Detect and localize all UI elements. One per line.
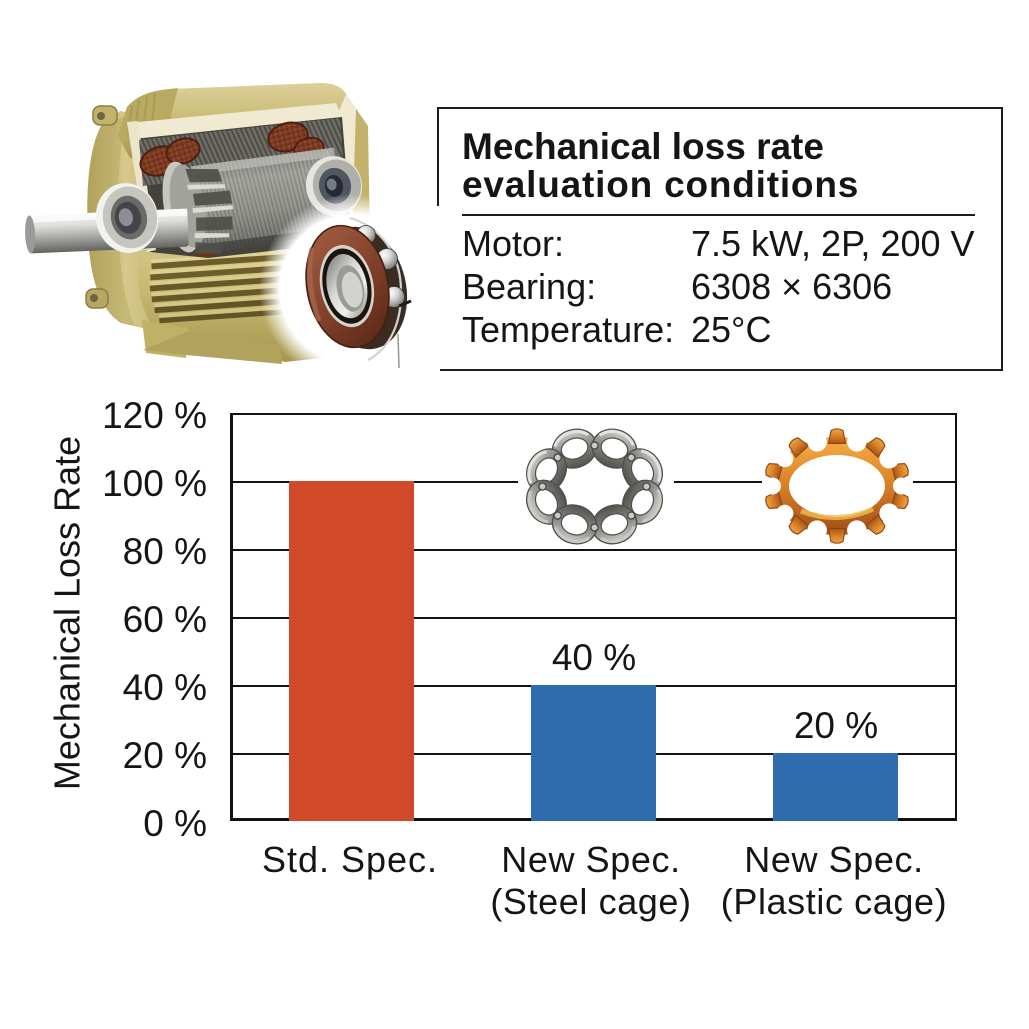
svg-text:Mechanical Loss Rate: Mechanical Loss Rate — [47, 436, 88, 790]
